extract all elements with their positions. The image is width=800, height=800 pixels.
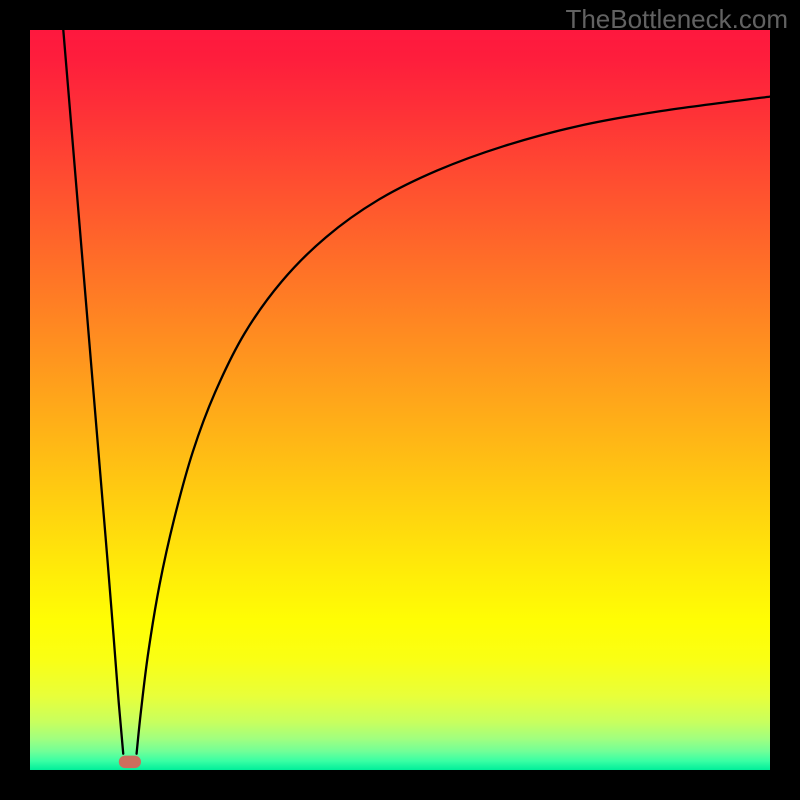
watermark-text: TheBottleneck.com — [565, 4, 788, 35]
plot-area — [30, 30, 770, 770]
gradient-background — [30, 30, 770, 770]
optimal-point-marker — [119, 756, 141, 769]
bottleneck-curve-chart — [30, 30, 770, 770]
chart-container: TheBottleneck.com — [0, 0, 800, 800]
